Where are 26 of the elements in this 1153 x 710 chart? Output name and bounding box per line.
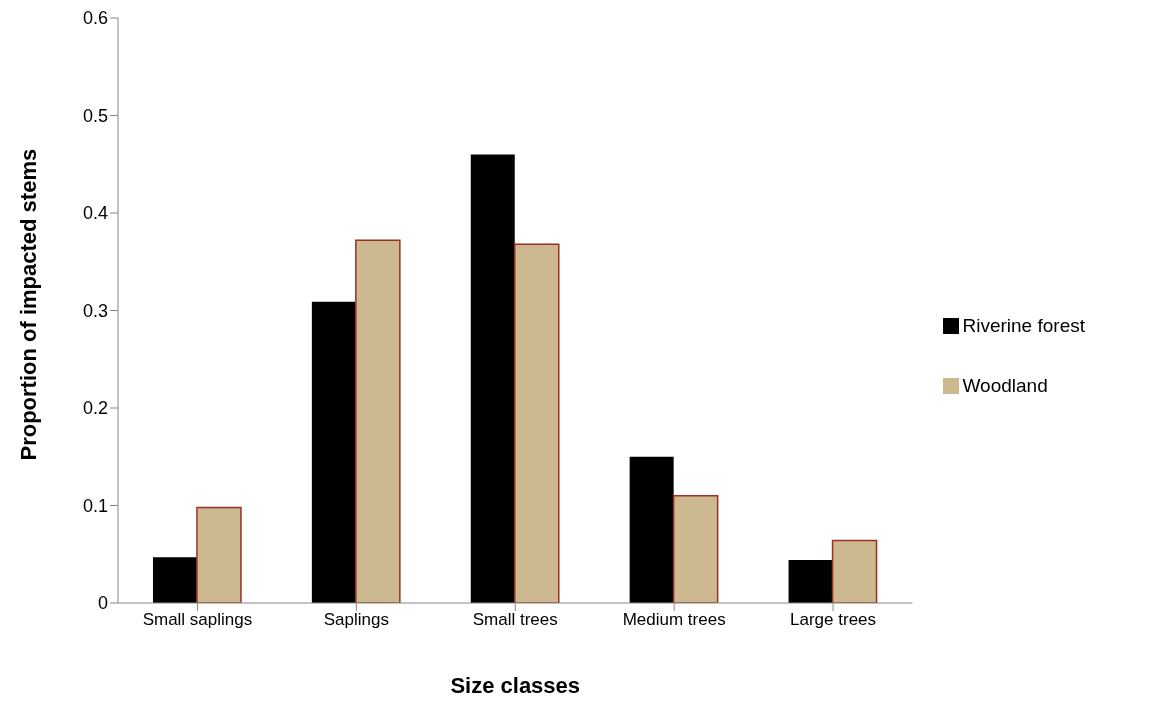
y-tick-label: 0 [97, 593, 108, 614]
y-tick-label: 0.4 [82, 203, 108, 224]
bar [152, 557, 197, 603]
x-tick-label: Medium trees [622, 610, 726, 630]
bar [672, 495, 719, 603]
x-tick-label: Saplings [323, 610, 389, 630]
bar [514, 243, 560, 603]
bar [311, 301, 356, 603]
bar [629, 456, 674, 603]
y-tick-label: 0.1 [82, 495, 108, 516]
y-tick-label: 0.3 [82, 300, 108, 321]
y-tick-label: 0.2 [82, 398, 108, 419]
y-tick-label: 0.6 [82, 8, 108, 29]
x-tick-label: Large trees [790, 610, 877, 630]
y-tick-label: 0.5 [82, 105, 108, 126]
bar [831, 539, 878, 603]
legend-label: Riverine forest [962, 314, 1085, 336]
x-tick-label: Small trees [472, 610, 558, 630]
bar [788, 560, 833, 603]
x-axis-title: Size classes [450, 673, 581, 698]
bar [196, 506, 242, 603]
legend-label: Woodland [962, 374, 1048, 396]
bar [470, 154, 515, 603]
y-axis-title: Proportion of impacted stems [15, 148, 41, 461]
x-tick-label: Small saplings [142, 610, 253, 630]
bar [355, 239, 401, 603]
